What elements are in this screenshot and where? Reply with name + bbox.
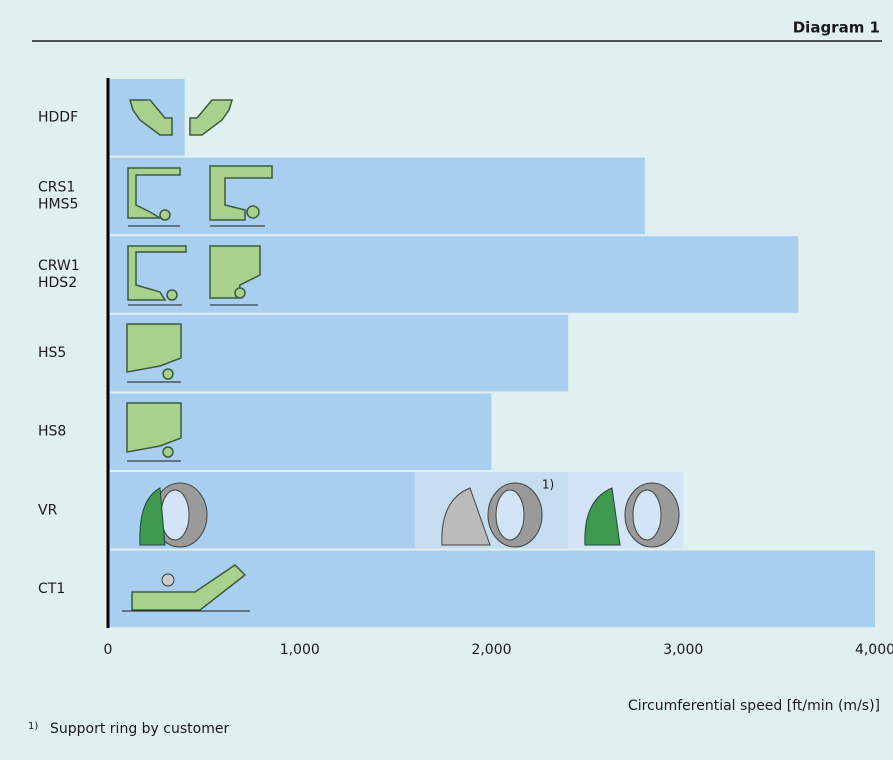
y-tick-label: CRW1 (38, 258, 80, 274)
x-tick-label: 1,000 (280, 642, 320, 658)
x-tick-label: 0 (104, 642, 113, 658)
seal-icons (122, 99, 680, 612)
x-tick-label: 2,000 (471, 642, 511, 658)
bar (108, 157, 645, 235)
bar (108, 550, 875, 628)
footnote-marker: 1) (28, 721, 38, 732)
y-tick-label: HS8 (38, 424, 66, 440)
chart-title: Diagram 1 (793, 19, 880, 37)
y-tick-label: HMS5 (38, 196, 78, 212)
y-tick-label: CT1 (38, 581, 65, 597)
footnote: Support ring by customer (50, 721, 229, 737)
y-tick-label: VR (38, 502, 58, 518)
y-tick-label: HDDF (38, 109, 78, 125)
y-tick-label: HDS2 (38, 275, 77, 291)
y-tick-label: HS5 (38, 345, 66, 361)
x-tick-label: 4,000 (855, 642, 893, 658)
x-tick-label: 3,000 (663, 642, 703, 658)
annotation: 1) (542, 478, 554, 492)
x-axis-label: Circumferential speed [ft/min (m/s)] (628, 698, 880, 714)
bar (108, 314, 569, 392)
y-tick-label: CRS1 (38, 179, 75, 195)
